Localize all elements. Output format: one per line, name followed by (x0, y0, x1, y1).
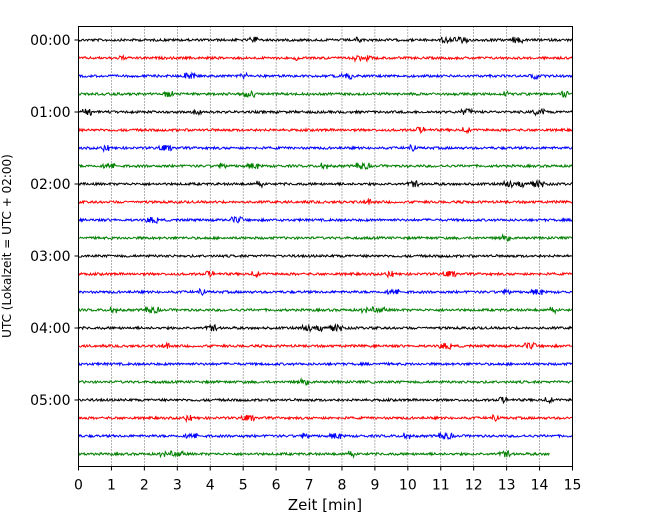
x-tick-label: 4 (206, 478, 215, 494)
trace-line (78, 253, 574, 259)
trace-line (78, 287, 574, 297)
plot-frame (78, 26, 573, 467)
trace-line (78, 233, 573, 242)
x-tick-label: 8 (338, 478, 347, 494)
trace-line (78, 107, 574, 117)
plot-background (78, 26, 573, 467)
trace-line (78, 323, 573, 333)
trace-line (78, 35, 574, 45)
trace-line (78, 449, 550, 459)
x-tick-label: 6 (272, 478, 281, 494)
trace-line (78, 71, 574, 81)
x-tick-label: 11 (432, 478, 450, 494)
x-tick-label: 9 (370, 478, 379, 494)
grid-lines (111, 26, 540, 467)
x-tick-label: 15 (564, 478, 582, 494)
y-tick-label: 00:00 (30, 33, 70, 49)
trace-line (78, 396, 574, 405)
x-tick-label: 3 (173, 478, 182, 494)
x-axis-title: Zeit [min] (288, 496, 362, 514)
y-tick-label: 01:00 (30, 105, 70, 121)
trace-line (78, 54, 574, 64)
x-tick-label: 7 (305, 478, 314, 494)
y-tick-label: 02:00 (30, 177, 70, 193)
x-tick-label: 5 (239, 478, 248, 494)
trace-line (78, 161, 574, 171)
trace-line (78, 126, 573, 135)
trace-line (78, 179, 573, 189)
y-tick-label: 03:00 (30, 249, 70, 265)
trace-line (78, 215, 573, 225)
y-axis-title: UTC (Lokalzeit = UTC + 02:00) (0, 154, 14, 338)
trace-line (78, 143, 574, 153)
x-tick-label: 13 (498, 478, 516, 494)
y-tick-label: 05:00 (30, 393, 70, 409)
trace-line (78, 305, 573, 315)
trace-line (78, 377, 574, 386)
trace-line (78, 431, 574, 441)
trace-line (78, 361, 573, 367)
x-axis: 0 1 2 3 4 5 6 7 8 9 10 11 12 13 14 15 (74, 466, 582, 494)
trace-line (78, 341, 573, 351)
x-tick-label: 2 (140, 478, 149, 494)
x-tick-label: 12 (465, 478, 483, 494)
x-tick-label: 14 (531, 478, 549, 494)
trace-line (78, 89, 574, 99)
y-tick-label: 04:00 (30, 321, 70, 337)
x-tick-label: 10 (399, 478, 417, 494)
traces (78, 35, 574, 459)
trace-line (78, 197, 573, 205)
x-tick-label: 0 (74, 478, 83, 494)
trace-line (78, 413, 573, 423)
trace-line (78, 270, 574, 279)
y-axis: 00:00 01:00 02:00 03:00 04:00 05:00 (30, 33, 79, 409)
x-tick-label: 1 (107, 478, 116, 494)
